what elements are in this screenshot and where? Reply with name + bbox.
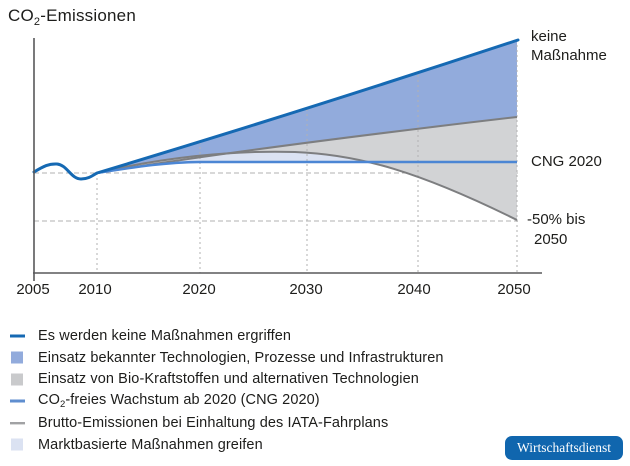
wirtschaftsdienst-badge: Wirtschaftsdienst	[505, 436, 623, 460]
square-marker-icon	[10, 373, 27, 386]
legend-item-known-technologies: Einsatz bekannter Technologien, Prozesse…	[10, 347, 510, 369]
chart-title: CO2-Emissionen	[8, 6, 136, 28]
legend-item-gross-emissions: Brutto-Emissionen bei Einhaltung des IAT…	[10, 412, 510, 434]
net-emissions-line	[96, 150, 518, 221]
annotation-no-measures: keine Maßnahme	[531, 28, 607, 64]
x-tick-2040: 2040	[397, 281, 431, 298]
legend-item-biofuels: Einsatz von Bio-Kraftstoffen und alterna…	[10, 369, 510, 391]
line-marker-icon	[10, 417, 27, 429]
square-marker-icon	[10, 438, 27, 451]
line-marker-icon	[10, 330, 27, 342]
x-tick-2010: 2010	[78, 281, 112, 298]
annotation-minus-50: -50% bis 2050	[527, 211, 586, 248]
x-tick-2005: 2005	[16, 281, 50, 298]
x-tick-2030: 2030	[289, 281, 323, 298]
annotation-cng-2020: CNG 2020	[531, 153, 602, 170]
x-tick-2020: 2020	[182, 281, 216, 298]
legend-item-market-measures: Marktbasierte Maßnahmen greifen	[10, 434, 510, 456]
cng-2020-line	[96, 160, 517, 175]
area-known-technologies	[97, 40, 517, 173]
legend: Es werden keine Maßnahmen ergriffen Eins…	[10, 325, 510, 456]
legend-item-cng-2020: CO2-freies Wachstum ab 2020 (CNG 2020)	[10, 390, 510, 412]
title-subscript: 2	[33, 16, 41, 28]
legend-subscript: 2	[59, 399, 66, 411]
line-marker-icon	[10, 395, 27, 407]
no-measures-line	[32, 38, 520, 181]
x-tick-2050: 2050	[497, 281, 531, 298]
legend-item-no-measures: Es werden keine Maßnahmen ergriffen	[10, 325, 510, 347]
square-marker-icon	[10, 351, 27, 364]
area-biofuels	[97, 117, 517, 220]
emissions-chart	[32, 38, 542, 281]
